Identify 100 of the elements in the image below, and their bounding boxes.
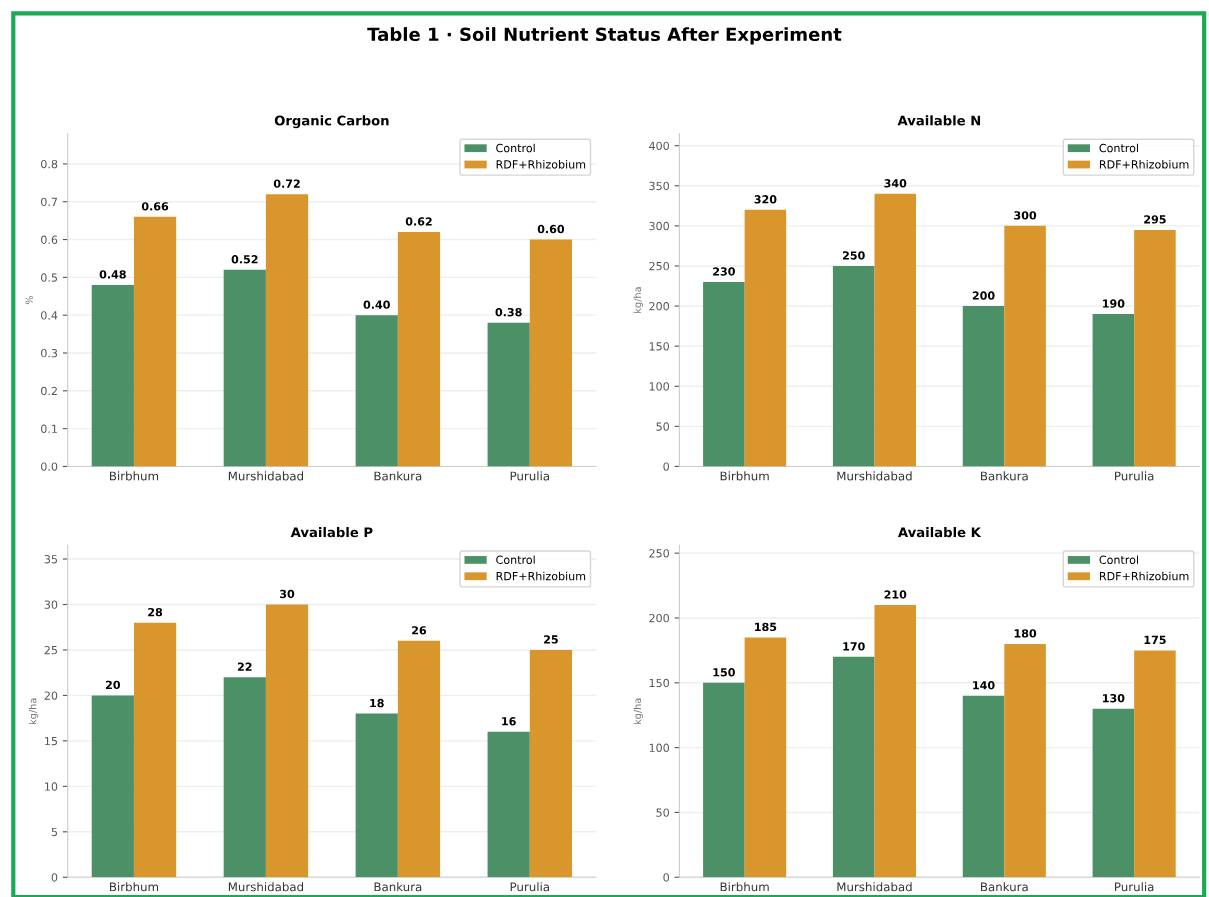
data-label: 16 — [502, 717, 516, 726]
y-tick-label: 150 — [649, 342, 669, 351]
data-label: 190 — [1103, 299, 1125, 308]
chart-title: Available N — [897, 115, 981, 126]
y-tick-label: 15 — [45, 736, 58, 746]
data-label: 130 — [1103, 694, 1125, 703]
y-tick-label: 0.0 — [41, 462, 58, 471]
data-label: 22 — [237, 662, 252, 671]
y-tick-label: 0.4 — [41, 311, 58, 320]
y-tick-label: 50 — [656, 422, 669, 431]
x-tick-label: Bankura — [374, 471, 422, 481]
y-tick-label: 100 — [649, 743, 669, 752]
y-axis-title: kg/ha — [633, 698, 643, 725]
x-tick-label: Bankura — [374, 882, 422, 892]
bar — [1134, 650, 1176, 878]
x-tick-label: Murshidabad — [837, 471, 912, 481]
legend-label: Control — [496, 555, 535, 564]
data-label: 300 — [1014, 211, 1037, 220]
x-tick-label: Purulia — [510, 882, 549, 892]
bar — [1092, 708, 1135, 878]
x-tick-label: Murshidabad — [228, 471, 304, 481]
bar — [265, 194, 309, 467]
data-label: 20 — [105, 680, 121, 690]
data-label: 340 — [884, 179, 907, 188]
data-label: 295 — [1144, 215, 1166, 224]
y-tick-label: 100 — [649, 382, 669, 391]
bar — [223, 677, 266, 878]
chart-title: Available P — [290, 527, 373, 538]
y-tick-label: 200 — [649, 613, 669, 623]
bar — [744, 637, 787, 878]
y-tick-label: 0.8 — [41, 159, 58, 169]
bar — [1004, 643, 1046, 878]
data-label: 28 — [148, 607, 163, 617]
bar — [91, 284, 134, 467]
x-tick-label: Birbhum — [720, 471, 769, 481]
y-tick-label: 0.3 — [41, 348, 58, 358]
data-label: 140 — [973, 681, 995, 690]
bar — [529, 239, 573, 467]
legend-label: Control — [1099, 143, 1138, 153]
bar — [703, 682, 745, 878]
legend-label: RDF+Rhizobium — [496, 159, 586, 169]
y-axis-title: % — [25, 295, 33, 305]
bar — [487, 731, 530, 878]
bar — [962, 306, 1005, 467]
data-label: 0.38 — [495, 308, 522, 317]
y-tick-label: 25 — [44, 645, 58, 655]
y-axis-title: kg/ha — [28, 698, 39, 725]
bar — [744, 209, 787, 467]
caption: Table 1 · Soil Nutrient Status After Experiment — [367, 27, 842, 45]
bar — [223, 269, 266, 467]
y-tick-label: 150 — [649, 678, 669, 688]
x-tick-label: Birbhum — [110, 471, 159, 481]
bar — [397, 640, 441, 878]
data-label: 170 — [843, 642, 865, 651]
y-tick-label: 0 — [51, 873, 58, 882]
bar — [703, 282, 745, 467]
x-tick-label: Purulia — [1115, 882, 1154, 892]
y-tick-label: 350 — [649, 181, 669, 191]
y-tick-label: 0.1 — [41, 424, 57, 433]
legend-label: RDF+Rhizobium — [1099, 571, 1189, 581]
legend-label: RDF+Rhizobium — [496, 571, 586, 581]
bar — [832, 265, 875, 467]
bar — [874, 605, 917, 878]
data-label: 0.52 — [231, 255, 258, 264]
legend-label: Control — [1099, 555, 1138, 564]
y-tick-label: 5 — [51, 827, 58, 837]
y-tick-label: 250 — [649, 261, 669, 271]
data-label: 0.66 — [141, 202, 169, 211]
bar — [133, 622, 177, 878]
bar — [355, 713, 398, 878]
bar — [962, 695, 1005, 878]
x-tick-label: Birbhum — [720, 882, 769, 892]
data-label: 185 — [755, 622, 777, 632]
data-label: 18 — [370, 698, 384, 708]
bar — [91, 695, 134, 878]
y-tick-label: 400 — [649, 141, 669, 151]
data-label: 0.62 — [405, 217, 432, 226]
bar — [832, 656, 875, 878]
data-label: 0.72 — [273, 179, 300, 188]
bar — [1134, 229, 1176, 467]
legend-label: RDF+Rhizobium — [1099, 159, 1189, 169]
data-label: 320 — [754, 195, 777, 204]
chart-title: Organic Carbon — [274, 115, 389, 129]
y-tick-label: 0.5 — [41, 273, 58, 282]
y-tick-label: 20 — [44, 691, 58, 700]
y-tick-label: 50 — [656, 808, 669, 817]
y-tick-label: 200 — [649, 302, 669, 311]
x-tick-label: Birbhum — [110, 882, 159, 892]
y-tick-label: 0.7 — [41, 197, 58, 207]
data-label: 0.48 — [99, 270, 126, 279]
x-tick-label: Murshidabad — [837, 882, 912, 892]
legend-label: Control — [496, 143, 535, 153]
bar — [1004, 225, 1046, 467]
y-axis-title: kg/ha — [633, 287, 643, 313]
y-tick-label: 0 — [663, 462, 669, 471]
bar — [265, 604, 309, 878]
y-tick-label: 300 — [649, 221, 669, 231]
bar — [1092, 314, 1135, 467]
bar — [133, 216, 177, 467]
y-tick-label: 250 — [649, 549, 669, 558]
